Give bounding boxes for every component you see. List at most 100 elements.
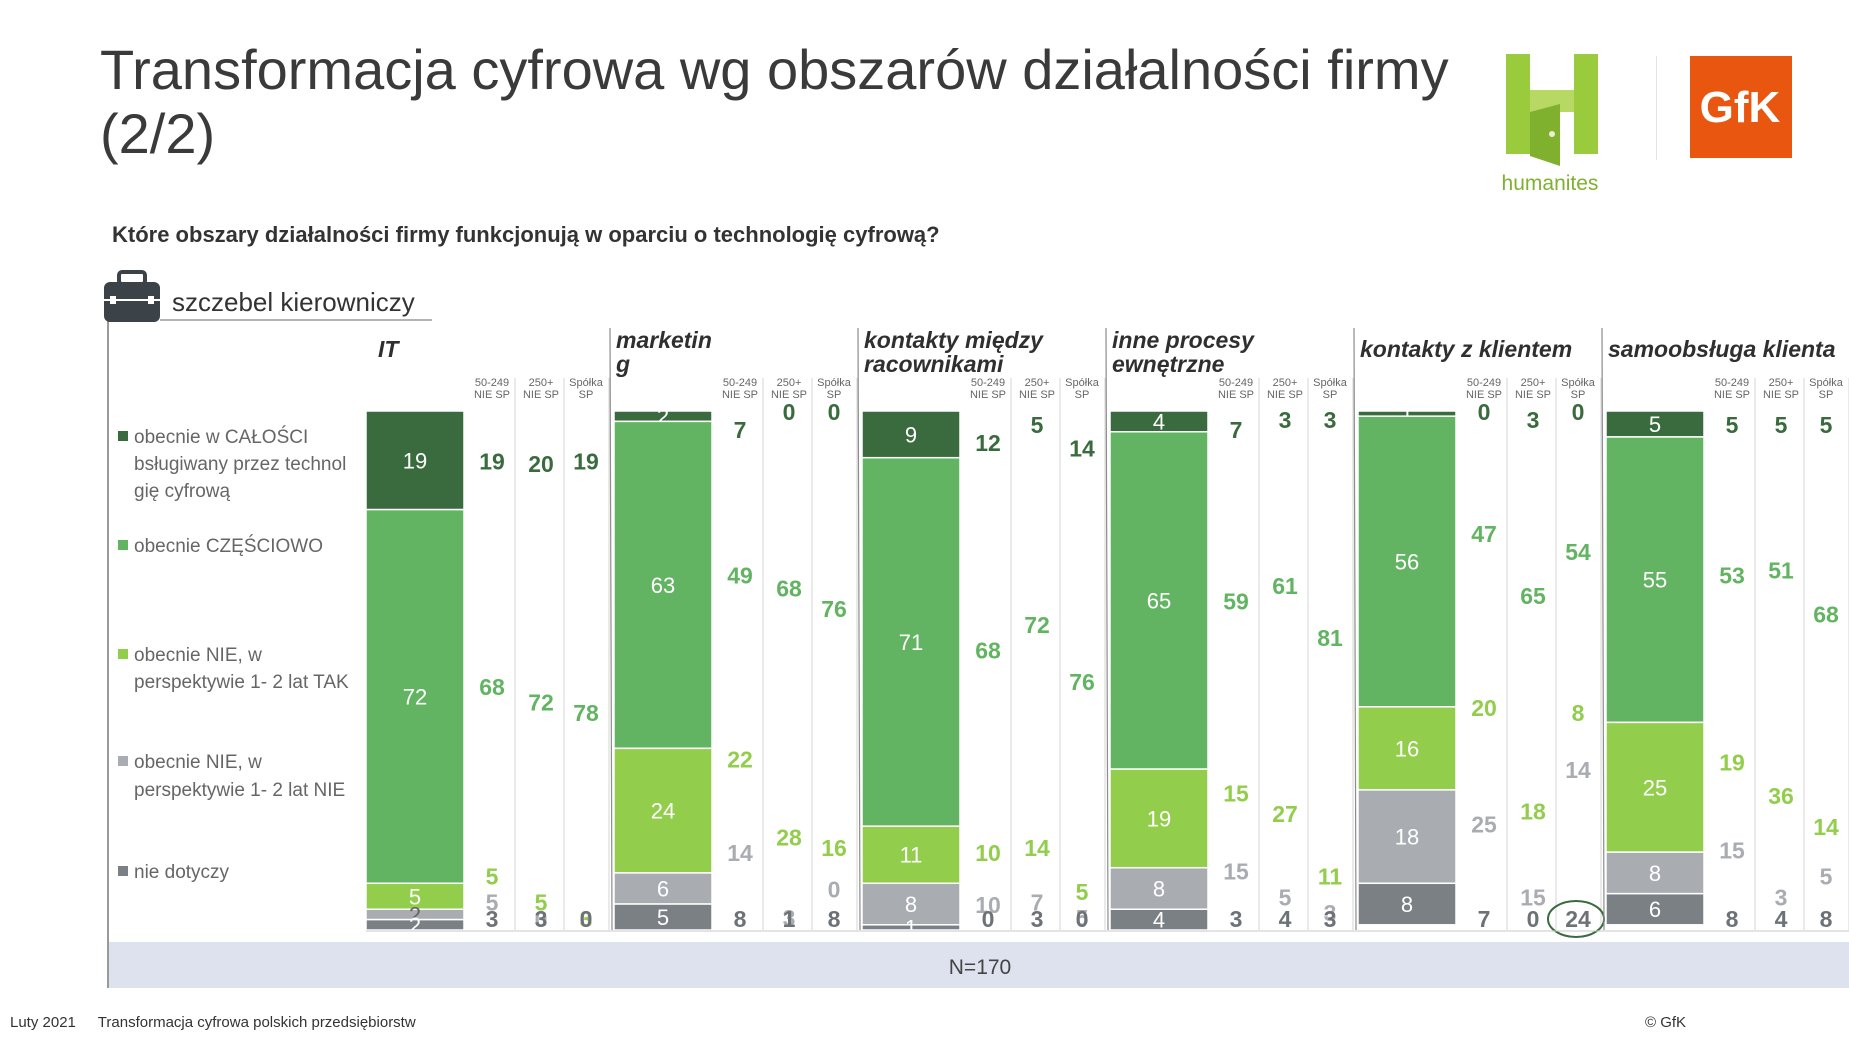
area-separator [1105, 327, 1109, 931]
sub-value-label: 8 [828, 906, 841, 932]
level-label: szczebel kierowniczy [172, 287, 415, 317]
sub-value-label: 68 [479, 674, 505, 700]
sub-column-header: NIE SP [474, 389, 510, 401]
sub-value-label: 5 [1031, 412, 1044, 438]
sub-column-header: 50-249 [1219, 377, 1253, 389]
briefcase-clasp-left [110, 296, 116, 304]
sub-value-label: 0 [1572, 399, 1585, 425]
sub-value-label: 20 [1471, 695, 1497, 721]
sub-value-label: 47 [1471, 521, 1497, 547]
stacked-bar-chart: N=170 szczebel kierowniczy obecnie w CAŁOŚ… [104, 270, 1849, 988]
bar-segment [613, 903, 713, 931]
sub-value-label: 5 [535, 889, 548, 915]
sub-value-label: 8 [1572, 700, 1585, 726]
area-separator [1353, 327, 1357, 931]
sub-column-header: NIE SP [1714, 389, 1750, 401]
sub-value-label: 72 [528, 690, 554, 716]
sub-column-header: NIE SP [523, 389, 559, 401]
sub-value-label: 1 [783, 906, 796, 932]
bar-value-label: 19 [1147, 806, 1171, 831]
sub-value-label: 3 [580, 906, 593, 932]
bar-segment [365, 882, 465, 910]
bar-segment [1605, 721, 1705, 853]
sub-value-label: 14 [1024, 835, 1050, 861]
bar-segment [861, 924, 961, 931]
sub-value-label: 76 [1069, 669, 1095, 695]
sub-value-label: 65 [1520, 583, 1546, 609]
sub-value-label: 14 [727, 840, 753, 866]
sub-value-label: 8 [734, 906, 747, 932]
sub-value-label: 3 [486, 906, 499, 932]
sub-value-label: 54 [1565, 539, 1591, 565]
legend-swatch-4 [118, 756, 128, 766]
area-title: IT [378, 336, 400, 362]
bar-segment [1109, 768, 1209, 869]
briefcase-icon [104, 270, 160, 322]
sub-column-header: SP [579, 389, 594, 401]
bar-segment [1109, 866, 1209, 910]
area-title: kontakty między [864, 327, 1044, 353]
sub-value-label: 5 [486, 864, 499, 890]
sub-column-header: NIE SP [1267, 389, 1303, 401]
sub-value-label: 5 [1076, 879, 1089, 905]
sub-column-header: 50-249 [1467, 377, 1501, 389]
legend-swatch-1 [118, 431, 128, 441]
base-note: N=170 [949, 956, 1011, 979]
bar-value-label: 25 [1643, 775, 1667, 800]
area-title: g [615, 351, 630, 377]
bar-segment [861, 456, 961, 827]
footer-left: Luty 2021 Transformacja cyfrowa polskich… [10, 1014, 434, 1031]
bar-value-label: 8 [1401, 892, 1413, 917]
bar-value-label: 11 [900, 843, 923, 868]
sub-value-label: 3 [1279, 407, 1292, 433]
sub-column-header: 50-249 [971, 377, 1005, 389]
bar-segment [861, 410, 961, 459]
sub-value-label: 14 [1565, 757, 1591, 783]
area-separator [857, 327, 861, 931]
sub-column-header: 250+ [1025, 377, 1050, 389]
gfk-logo: GfK [1690, 56, 1792, 158]
sub-value-label: 0 [1076, 906, 1089, 932]
humanites-logo-icon: humanites [1502, 54, 1598, 195]
bar-segment [1357, 882, 1457, 926]
sub-value-label: 19 [573, 448, 599, 474]
legend-swatch-2 [118, 540, 128, 550]
logo-separator [1656, 56, 1657, 160]
sub-value-label: 4 [1279, 906, 1292, 932]
bar-value-label: 9 [905, 422, 917, 447]
bar-value-label: 16 [1395, 736, 1419, 761]
sub-value-label: 3 [1031, 906, 1044, 932]
bar-value-label: 1 [905, 915, 917, 940]
sub-value-label: 16 [821, 835, 847, 861]
sub-column-header: 250+ [529, 377, 554, 389]
sub-column-header: 50-249 [475, 377, 509, 389]
sub-value-label: 11 [1318, 864, 1343, 890]
area-separator [609, 327, 613, 931]
legend-label-1: obecnie w CAŁOŚCI [134, 426, 308, 448]
sub-value-label: 0 [1478, 399, 1491, 425]
bar-value-label: 55 [1643, 568, 1667, 593]
sub-value-label: 20 [528, 451, 554, 477]
bar-segment [1109, 431, 1209, 770]
bar-segment [365, 918, 465, 931]
sub-column-header: NIE SP [771, 389, 807, 401]
sub-value-label: 72 [1024, 612, 1050, 638]
sub-column-header: 250+ [1273, 377, 1298, 389]
sub-value-label: 3 [1324, 407, 1337, 433]
sub-value-label: 68 [975, 638, 1001, 664]
bar-segment [613, 420, 713, 750]
sub-column-header: 250+ [1521, 377, 1546, 389]
sub-value-label: 22 [727, 747, 753, 773]
bar-value-label: 56 [1395, 550, 1419, 575]
sub-column-header: 250+ [777, 377, 802, 389]
sub-value-label: 7 [1230, 417, 1243, 443]
legend-label-3: obecnie NIE, w [134, 645, 262, 666]
sub-value-label: 68 [1813, 601, 1839, 627]
sub-value-label: 0 [1527, 906, 1540, 932]
bar-value-label: 8 [905, 892, 917, 917]
sub-value-label: 7 [1031, 889, 1044, 915]
briefcase-body [104, 282, 160, 322]
